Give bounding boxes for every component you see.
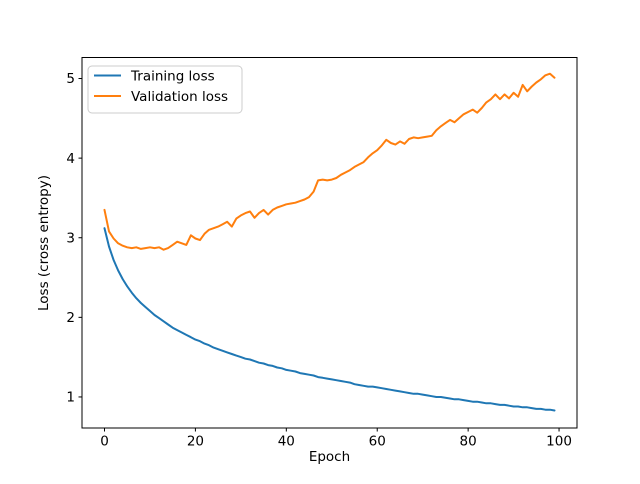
x-axis-label: Epoch — [309, 449, 350, 465]
y-tick-label: 1 — [66, 390, 75, 406]
y-tick-label: 5 — [66, 71, 75, 87]
y-tick-label: 4 — [66, 151, 75, 167]
plot-border — [81, 57, 578, 429]
x-tick-label: 40 — [278, 434, 295, 450]
x-axis: 0 20 40 60 80 100 — [100, 428, 572, 450]
legend-training-label: Training loss — [130, 69, 215, 85]
x-tick-label: 80 — [460, 434, 477, 450]
x-tick-label: 100 — [546, 434, 572, 450]
x-tick-label: 0 — [100, 434, 109, 450]
y-tick-label: 2 — [66, 310, 75, 326]
legend: Training loss Validation loss — [87, 65, 243, 114]
legend-validation-label: Validation loss — [131, 89, 228, 105]
y-axis-label: Loss (cross entropy) — [36, 175, 52, 311]
x-tick-label: 20 — [187, 434, 204, 450]
y-axis: 1 2 3 4 5 — [66, 71, 82, 406]
validation-loss-line — [103, 72, 556, 251]
y-tick-label: 3 — [66, 230, 75, 246]
x-tick-label: 60 — [369, 434, 386, 450]
training-loss-line — [103, 227, 556, 412]
legend-box — [87, 65, 243, 114]
